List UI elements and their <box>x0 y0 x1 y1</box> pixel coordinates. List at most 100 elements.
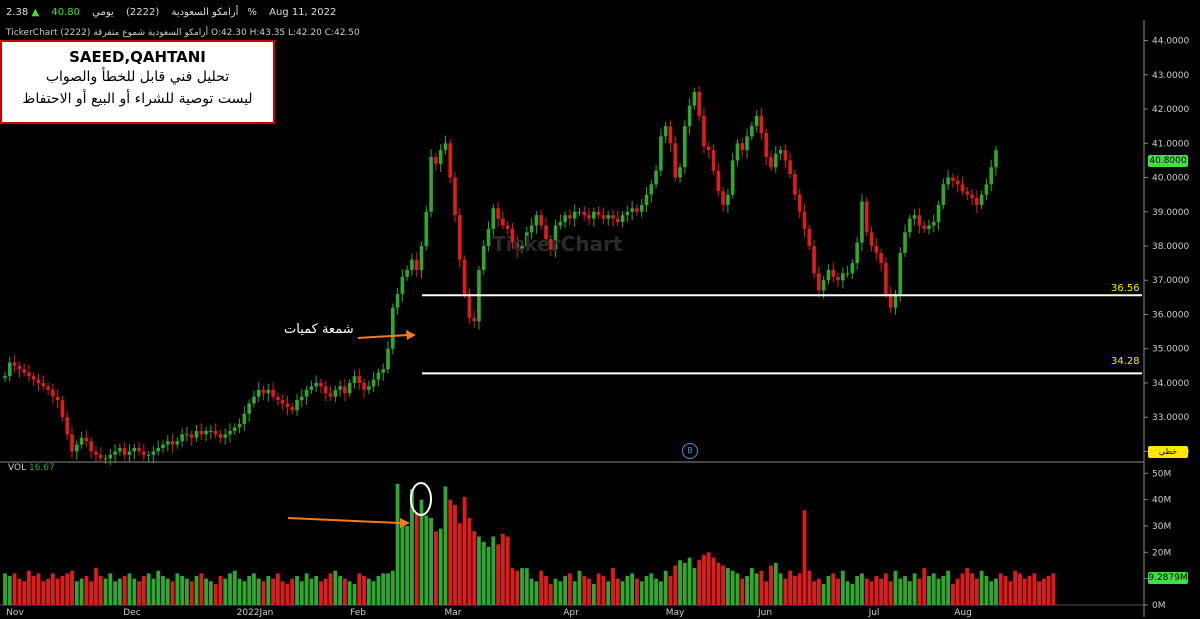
candle-body <box>855 242 859 264</box>
candle-body <box>328 393 333 397</box>
volume-bar <box>319 581 323 605</box>
candle-body <box>817 273 821 291</box>
volume-bar <box>773 562 778 605</box>
candle-body <box>558 222 563 226</box>
candle-body <box>429 156 433 212</box>
volume-bar <box>558 581 563 605</box>
candle-body <box>338 386 342 390</box>
volume-bar <box>376 576 381 605</box>
volume-bar <box>65 573 70 605</box>
volume-bar <box>1013 570 1018 605</box>
candle-body <box>568 215 572 219</box>
candle-body <box>510 228 515 243</box>
volume-bar <box>1027 576 1032 605</box>
candle-body <box>376 372 381 380</box>
candle-body <box>649 184 654 195</box>
candle-body <box>592 211 596 219</box>
candle-body <box>410 259 414 270</box>
candle-body <box>347 382 352 394</box>
candle-body <box>424 211 429 246</box>
candle-body <box>467 293 472 318</box>
volume-bar <box>548 583 553 605</box>
candle-body <box>841 273 845 281</box>
volume-bar <box>893 570 898 605</box>
candle-body <box>869 232 874 246</box>
volume-bar <box>1003 576 1008 605</box>
volume-bar <box>740 578 745 605</box>
volume-bar <box>285 583 290 605</box>
volume-bar <box>237 578 242 605</box>
candle-body <box>414 259 419 270</box>
price-tick-label: 42.0000 <box>1152 105 1189 115</box>
volume-bar <box>261 581 266 605</box>
volume-bar <box>491 536 496 605</box>
candle-body <box>716 170 721 192</box>
candle-body <box>917 215 922 226</box>
candle-body <box>89 441 93 452</box>
volume-bar <box>1041 578 1046 605</box>
price-tick-label: 33.0000 <box>1152 413 1189 423</box>
price-tick-label: 38.0000 <box>1152 242 1189 252</box>
volume-tick-label: 50M <box>1152 469 1171 479</box>
volume-candle-label: شمعة كميات <box>284 322 354 337</box>
candle-body <box>721 191 725 205</box>
candle-body <box>639 204 644 212</box>
candle-body <box>635 208 639 212</box>
time-tick-label: Apr <box>563 608 579 618</box>
volume-bar <box>347 581 352 605</box>
candle-body <box>462 259 467 294</box>
volume-bar <box>563 576 568 605</box>
chart-mode-tag[interactable]: خطي <box>1148 446 1188 458</box>
volume-bar <box>204 578 208 605</box>
candle-body <box>572 211 577 219</box>
volume-bar <box>931 573 936 605</box>
candle-body <box>778 150 783 154</box>
volume-bar <box>1046 576 1051 605</box>
candle-body <box>309 386 314 390</box>
time-tick-label: May <box>666 608 685 618</box>
candle-body <box>936 204 941 223</box>
b-marker-icon[interactable]: B <box>682 443 698 459</box>
candle-body <box>793 174 797 195</box>
volume-bar <box>860 573 864 605</box>
candle-body <box>199 430 204 435</box>
volume-bar <box>419 499 424 605</box>
candle-body <box>3 376 7 378</box>
volume-bar <box>477 536 481 605</box>
candle-body <box>491 208 496 229</box>
candle-body <box>596 211 601 216</box>
period-label: يومي <box>92 7 114 18</box>
volume-bar <box>941 576 946 605</box>
candle-body <box>831 269 836 277</box>
candle-body <box>276 396 280 401</box>
volume-bar <box>74 581 79 605</box>
candle-body <box>185 434 189 436</box>
volume-bar <box>682 562 687 605</box>
volume-bar <box>70 570 74 605</box>
volume-bar <box>79 578 84 605</box>
candle-body <box>931 222 936 226</box>
volume-bar <box>486 547 491 605</box>
volume-bar <box>711 557 716 605</box>
volume-bar <box>414 512 419 605</box>
candle-body <box>850 263 855 274</box>
candle-body <box>927 225 931 229</box>
time-tick-label: Nov <box>6 608 24 618</box>
candle-body <box>266 389 271 394</box>
level-label-upper: 36.56 <box>1111 283 1140 294</box>
volume-spike-circle <box>410 482 432 516</box>
candle-body <box>113 451 117 455</box>
volume-bar <box>673 565 678 605</box>
volume-bar <box>721 565 726 605</box>
candle-body <box>898 252 903 294</box>
volume-bar <box>1032 573 1037 605</box>
candle-body <box>165 441 170 445</box>
candle-body <box>12 362 17 366</box>
candle-body <box>553 225 558 250</box>
candle-body <box>797 194 802 212</box>
volume-bar <box>1008 581 1013 605</box>
candle-body <box>697 91 701 116</box>
candle-body <box>525 232 529 246</box>
candle-body <box>46 386 50 390</box>
candle-body <box>36 379 41 383</box>
